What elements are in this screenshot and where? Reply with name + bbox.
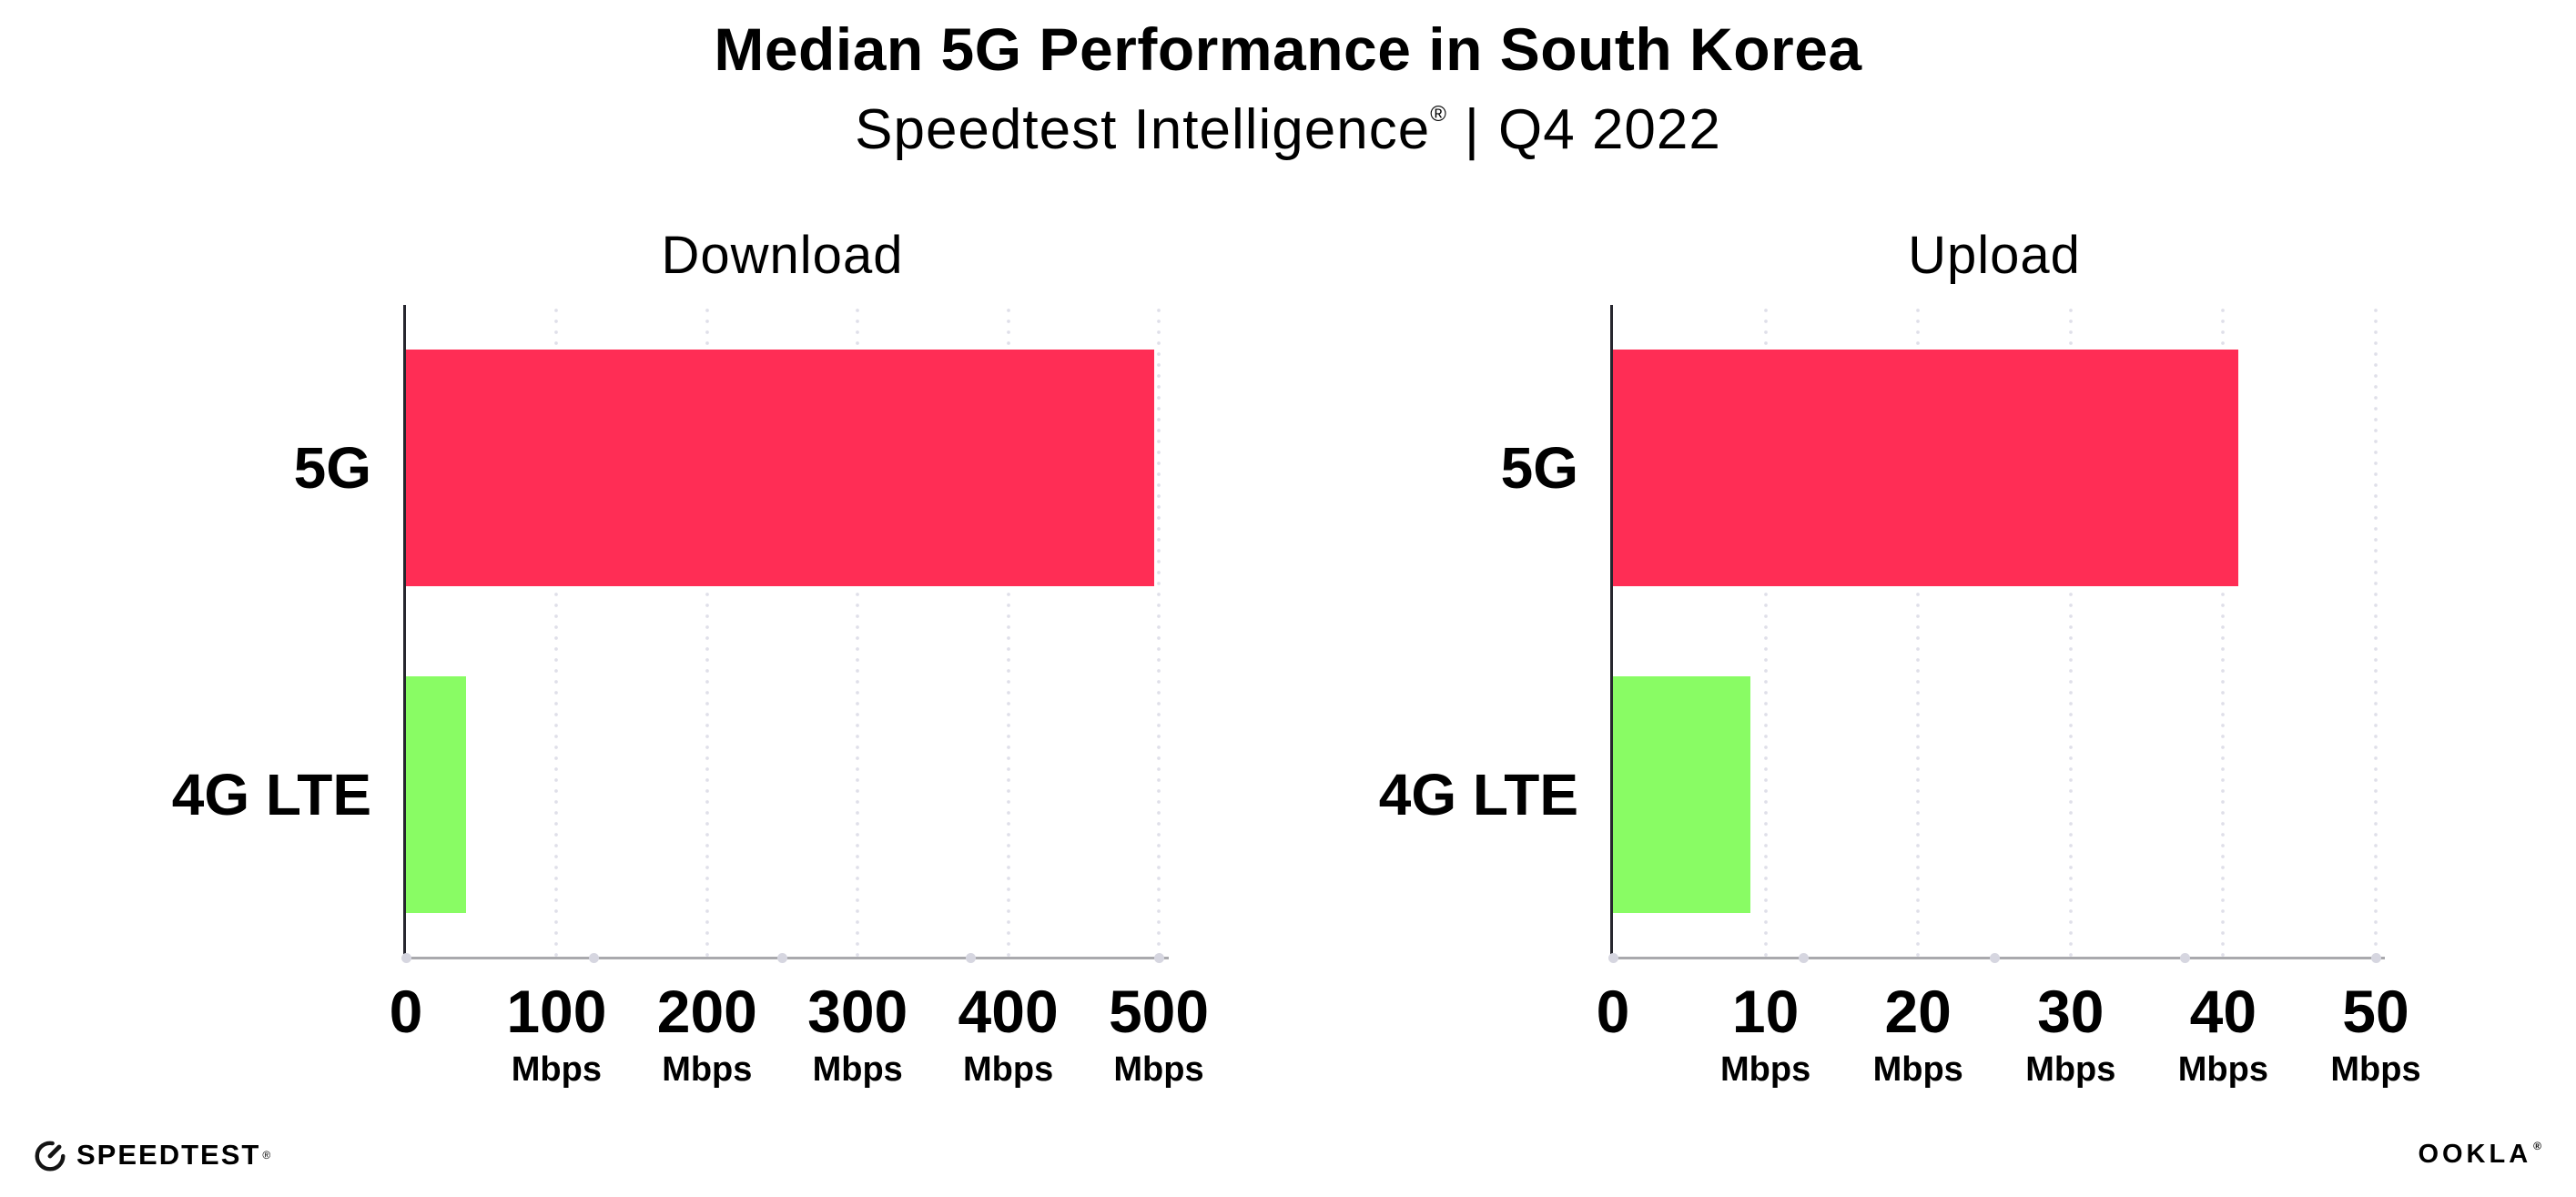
upload-axis-tick-dot-2 <box>1989 953 2000 963</box>
download-tick-label-200: 200 <box>656 978 757 1045</box>
upload-tick-label-30: 30 <box>2037 978 2104 1045</box>
speedtest-trademark: ® <box>262 1149 271 1161</box>
download-gridline-100 <box>554 305 559 958</box>
upload-axis-tick-dot-1 <box>1799 953 1809 963</box>
download-gridline-200 <box>705 305 709 958</box>
upload-gridline-10 <box>1763 305 1768 958</box>
ookla-logo: OOKLA ® <box>2418 1140 2545 1170</box>
download-axis-tick-dot-1 <box>589 953 600 963</box>
upload-chart-title: Upload <box>1908 226 2081 285</box>
upload-tick-label-10: 10 <box>1731 978 1800 1045</box>
speedtest-logo-text: SPEEDTEST <box>76 1139 261 1171</box>
subtitle-brand: Speedtest Intelligence <box>855 98 1431 161</box>
upload-axis-tick-dot-4 <box>2370 953 2381 963</box>
download-category-label-4g-lte: 4G LTE <box>171 761 371 827</box>
subtitle-separator: | <box>1464 98 1481 161</box>
upload-category-label-5g: 5G <box>1500 435 1578 502</box>
download-category-label-5g: 5G <box>293 435 371 502</box>
download-tick-unit-200: Mbps <box>662 1050 753 1089</box>
upload-gridline-40 <box>2221 305 2226 958</box>
download-gridline-500 <box>1157 305 1161 958</box>
download-bar-5g <box>406 350 1155 587</box>
upload-gridline-20 <box>1916 305 1921 958</box>
upload-tick-label-50: 50 <box>2342 978 2409 1045</box>
download-tick-unit-300: Mbps <box>812 1050 903 1089</box>
download-gridline-300 <box>856 305 860 958</box>
download-tick-unit-400: Mbps <box>962 1050 1054 1089</box>
download-y-axis-line <box>403 305 406 958</box>
download-tick-label-100: 100 <box>506 978 607 1045</box>
ookla-trademark: ® <box>2533 1140 2545 1152</box>
download-axis-tick-dot-4 <box>1153 953 1164 963</box>
upload-tick-label-20: 20 <box>1884 978 1952 1045</box>
upload-tick-unit-50: Mbps <box>2330 1050 2421 1089</box>
download-axis-tick-dot-0 <box>401 953 411 963</box>
subtitle-period: Q4 2022 <box>1498 98 1721 161</box>
upload-bar-4g-lte <box>1613 675 1750 913</box>
upload-axis-tick-dot-3 <box>2180 953 2190 963</box>
download-gridline-400 <box>1006 305 1010 958</box>
speedtest-gauge-icon <box>35 1141 66 1172</box>
download-bar-4g-lte <box>406 675 467 913</box>
upload-tick-unit-40: Mbps <box>2177 1050 2268 1089</box>
upload-bar-5g <box>1613 350 2239 587</box>
upload-tick-unit-30: Mbps <box>2025 1050 2116 1089</box>
main-title: Median 5G Performance in South Korea <box>714 15 1862 83</box>
speedtest-logo: SPEEDTEST ® <box>33 1138 270 1172</box>
download-axis-tick-dot-2 <box>777 953 787 963</box>
download-tick-label-0: 0 <box>389 978 423 1045</box>
upload-axis-tick-dot-0 <box>1607 953 1618 963</box>
upload-tick-label-40: 40 <box>2189 978 2257 1045</box>
download-tick-unit-500: Mbps <box>1113 1050 1204 1089</box>
download-tick-label-500: 500 <box>1108 978 1210 1045</box>
ookla-logo-text: OOKLA <box>2418 1140 2532 1169</box>
upload-tick-label-0: 0 <box>1596 978 1630 1045</box>
upload-gridline-50 <box>2374 305 2378 958</box>
upload-tick-unit-20: Mbps <box>1872 1050 1963 1089</box>
upload-category-label-4g-lte: 4G LTE <box>1378 761 1578 827</box>
upload-tick-unit-10: Mbps <box>1719 1050 1811 1089</box>
upload-y-axis-line <box>1610 305 1613 958</box>
download-axis-tick-dot-3 <box>965 953 976 963</box>
registered-trademark-icon: ® <box>1430 102 1446 127</box>
download-tick-unit-100: Mbps <box>511 1050 602 1089</box>
download-chart-title: Download <box>661 226 904 285</box>
upload-gridline-30 <box>2068 305 2073 958</box>
download-tick-label-400: 400 <box>958 978 1059 1045</box>
download-tick-label-300: 300 <box>807 978 908 1045</box>
subtitle: Speedtest Intelligence® | Q4 2022 <box>0 96 2576 164</box>
